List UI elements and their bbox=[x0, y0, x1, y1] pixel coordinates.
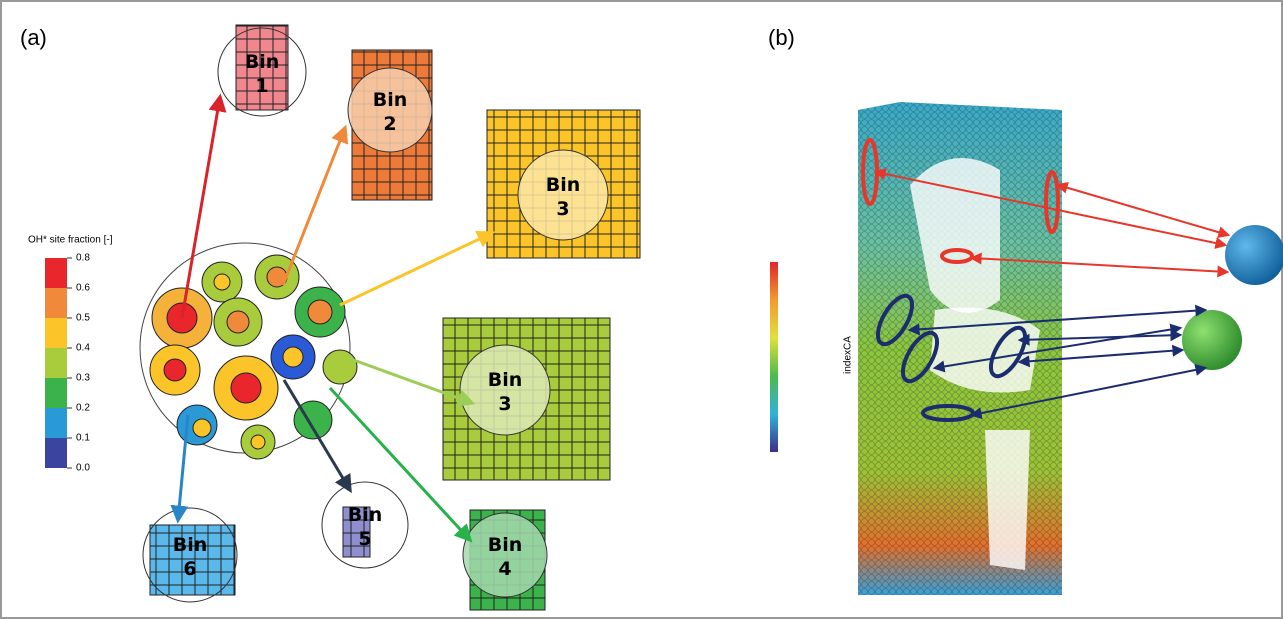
bin-id: 5 bbox=[358, 528, 371, 550]
colorbar-band bbox=[45, 318, 67, 348]
void bbox=[985, 430, 1030, 570]
colorbar-band bbox=[45, 258, 67, 288]
panel-b: (b) indexCA bbox=[768, 25, 1283, 595]
panel-a: (a) OH* site fraction [-] Bin1Bin2Bin3Bi… bbox=[20, 25, 640, 610]
colorbar-band bbox=[45, 348, 67, 378]
bin-title: Bin bbox=[373, 89, 408, 111]
colorbar-band bbox=[45, 408, 67, 438]
bin-id: 6 bbox=[183, 558, 196, 580]
page: {"panels": { "a": {"label": "(a)", "colo… bbox=[0, 0, 1283, 619]
bin-id: 3 bbox=[498, 393, 511, 415]
bin-id: 2 bbox=[383, 113, 396, 135]
colorbar-band bbox=[45, 378, 67, 408]
panel-label: (a) bbox=[20, 25, 47, 50]
tick-label: 0.8 bbox=[76, 253, 90, 264]
bin-title: Bin bbox=[488, 369, 523, 391]
bin-title: Bin bbox=[173, 534, 208, 556]
bin-id: 3 bbox=[556, 198, 569, 220]
bin-title: Bin bbox=[348, 504, 383, 526]
colorbar-title: indexCA bbox=[843, 336, 854, 374]
colorbar-band bbox=[45, 288, 67, 318]
colorbar: 0.8 0.6 0.5 0.4 0.3 0.2 0.1 0.0 bbox=[45, 253, 90, 474]
sphere bbox=[1182, 310, 1242, 370]
colorbar-band bbox=[45, 438, 67, 468]
tick-label: 0.1 bbox=[76, 433, 90, 444]
bin-id: 4 bbox=[498, 558, 511, 580]
tick-label: 0.2 bbox=[76, 403, 90, 414]
tick-label: 0.6 bbox=[76, 283, 90, 294]
tick-label: 0.0 bbox=[76, 463, 90, 474]
colorbar bbox=[770, 262, 778, 452]
tick-label: 0.5 bbox=[76, 313, 90, 324]
tick-label: 0.4 bbox=[76, 343, 90, 354]
colorbar-title: OH* site fraction [-] bbox=[28, 235, 113, 246]
figure: 5.8e+025605405205004804.7e+02 (a) OH* si… bbox=[0, 0, 1283, 619]
sphere bbox=[1225, 225, 1283, 285]
bin-title: Bin bbox=[245, 51, 280, 73]
bin-title: Bin bbox=[546, 174, 581, 196]
bin-title: Bin bbox=[488, 534, 523, 556]
bin-id: 1 bbox=[255, 75, 268, 97]
panel-label: (b) bbox=[768, 25, 795, 50]
tick-label: 0.3 bbox=[76, 373, 90, 384]
